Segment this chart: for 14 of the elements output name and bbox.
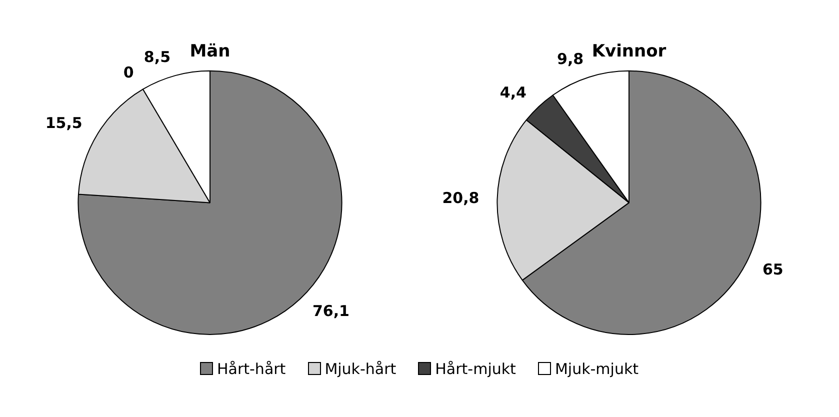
chart-title: Kvinnor [592,42,667,62]
legend-label: Hårt-hårt [216,360,286,378]
chart-title: Män [190,42,230,62]
data-label: 8,5 [144,48,171,66]
text: 0 [123,64,134,82]
data-label: 65 [762,260,784,279]
data-label: 20,8 [442,188,480,207]
legend-label: Mjuk-hårt [324,360,396,378]
data-label: 4,4 [500,83,526,102]
data-label: 76,1 [312,302,350,320]
data-label: 15,5 [45,114,82,132]
legend-label: Hårt-mjukt [434,360,516,378]
legend-label: Mjuk-mjukt [554,360,639,378]
data-label: 9,8 [557,50,584,68]
